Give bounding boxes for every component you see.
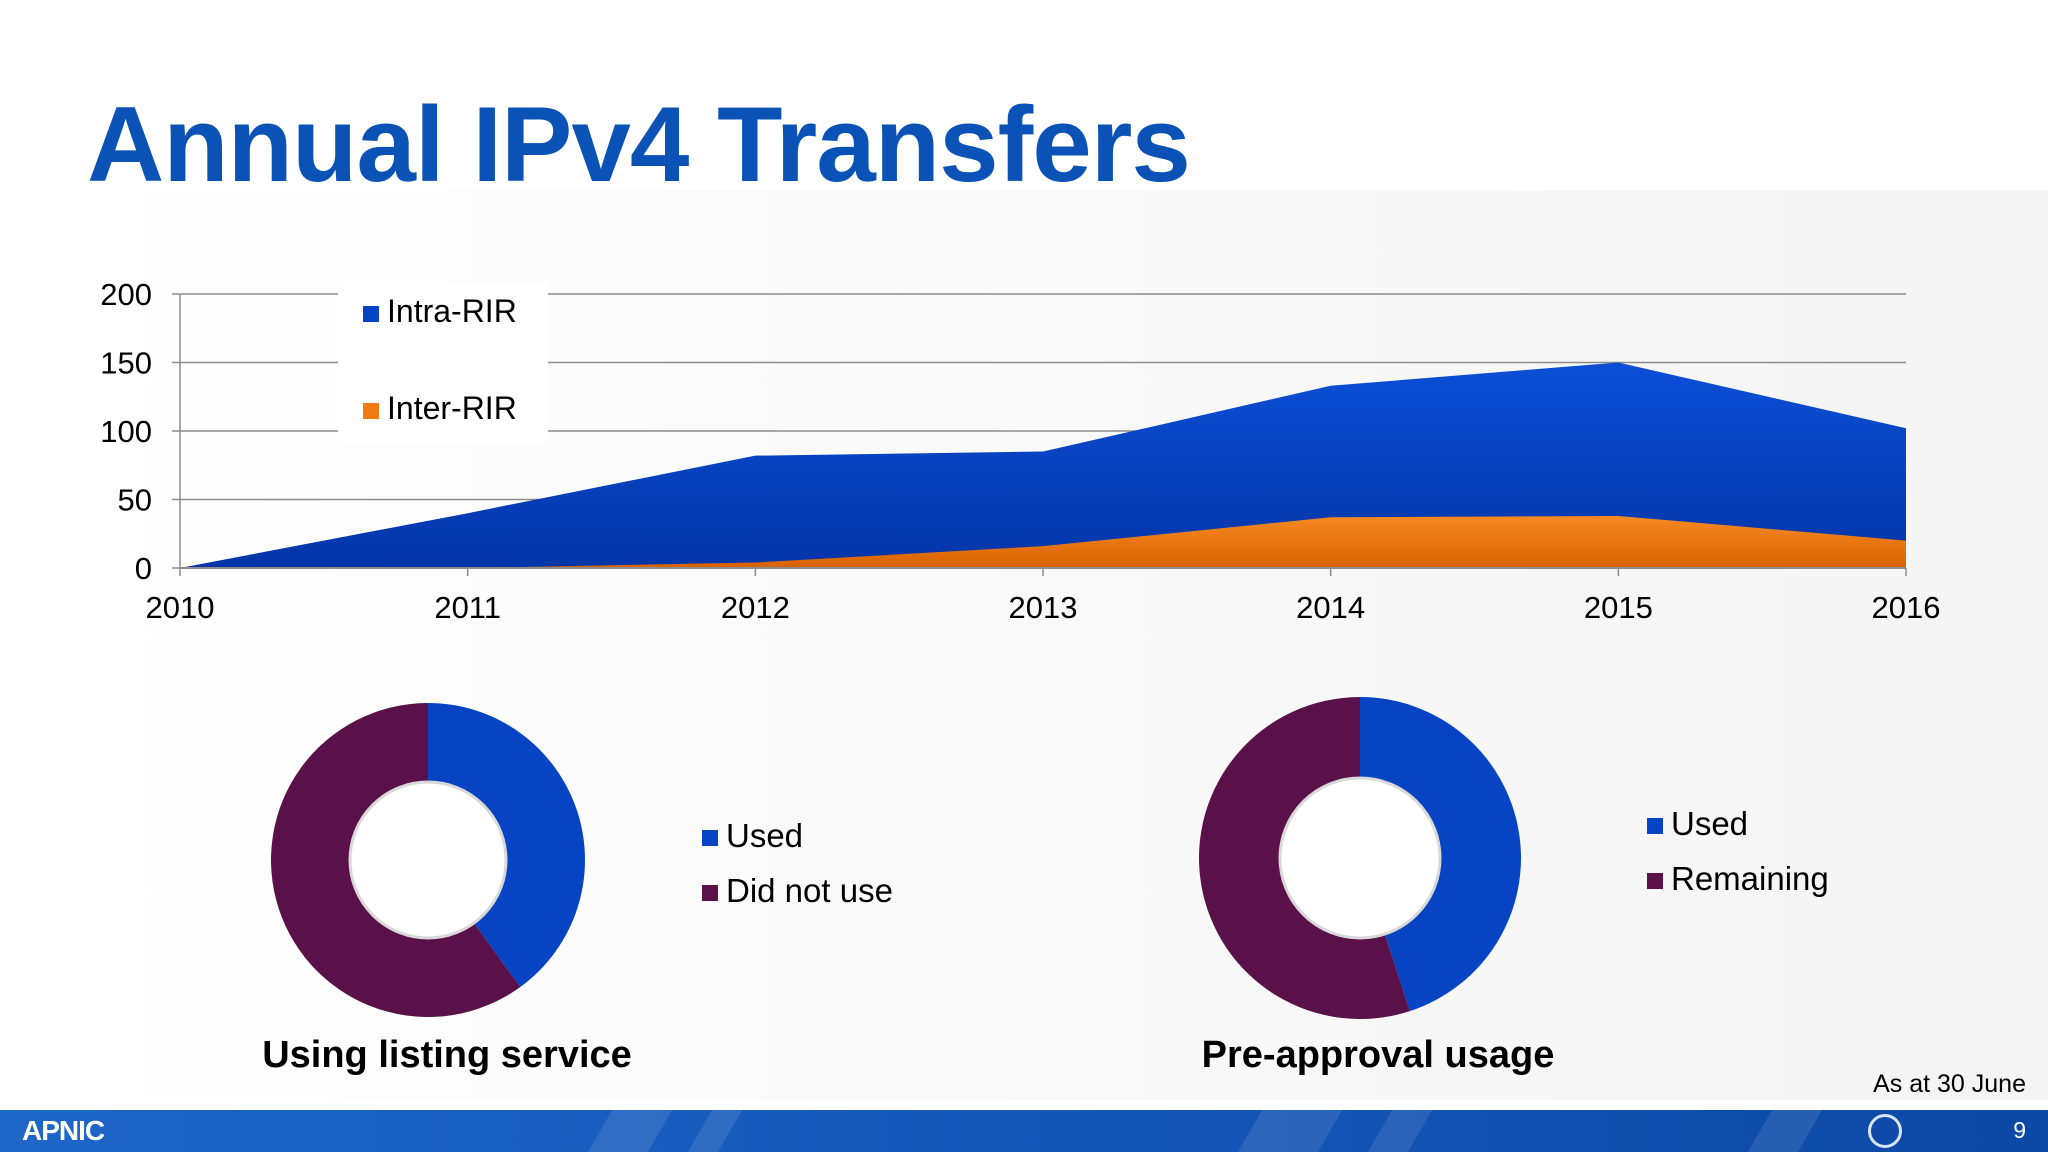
legend-swatch-inter-rir: [363, 403, 379, 419]
listing-service-title: Using listing service: [262, 1034, 632, 1076]
legend-swatch-intra-rir: [363, 306, 379, 322]
x-tick-label: 2010: [146, 590, 215, 625]
as-at-note: As at 30 June: [1873, 1070, 2026, 1098]
x-tick-label: 2013: [1009, 590, 1078, 625]
page-number: 9: [2013, 1117, 2026, 1143]
footer-emblem-icon: [1868, 1114, 1902, 1148]
apnic-logo: APNIC: [22, 1115, 105, 1146]
x-tick-label: 2012: [721, 590, 790, 625]
y-tick-label: 50: [118, 483, 152, 518]
x-tick-label: 2016: [1872, 590, 1941, 625]
area-inter-rir: [180, 515, 1906, 568]
footer-bar: APNIC 9: [0, 1110, 2048, 1152]
y-tick-label: 200: [100, 277, 152, 312]
y-tick-label: 0: [135, 551, 152, 586]
x-tick-label: 2015: [1584, 590, 1653, 625]
pre-approval-title: Pre-approval usage: [1201, 1034, 1555, 1076]
area-chart: 0 50 100 150 200 2010 2011 2012 2013 2014 2015 2016…: [100, 277, 1941, 625]
legend-label-intra-rir: Intra-RIR: [387, 293, 517, 329]
y-tick-label: 150: [100, 346, 152, 381]
slide-title: Annual IPv4 Transfers: [87, 84, 1191, 204]
x-tick-label: 2011: [434, 590, 501, 625]
legend-label-inter-rir: Inter-RIR: [387, 390, 517, 426]
x-tick-label: 2014: [1296, 590, 1365, 625]
y-tick-label: 100: [100, 414, 152, 449]
